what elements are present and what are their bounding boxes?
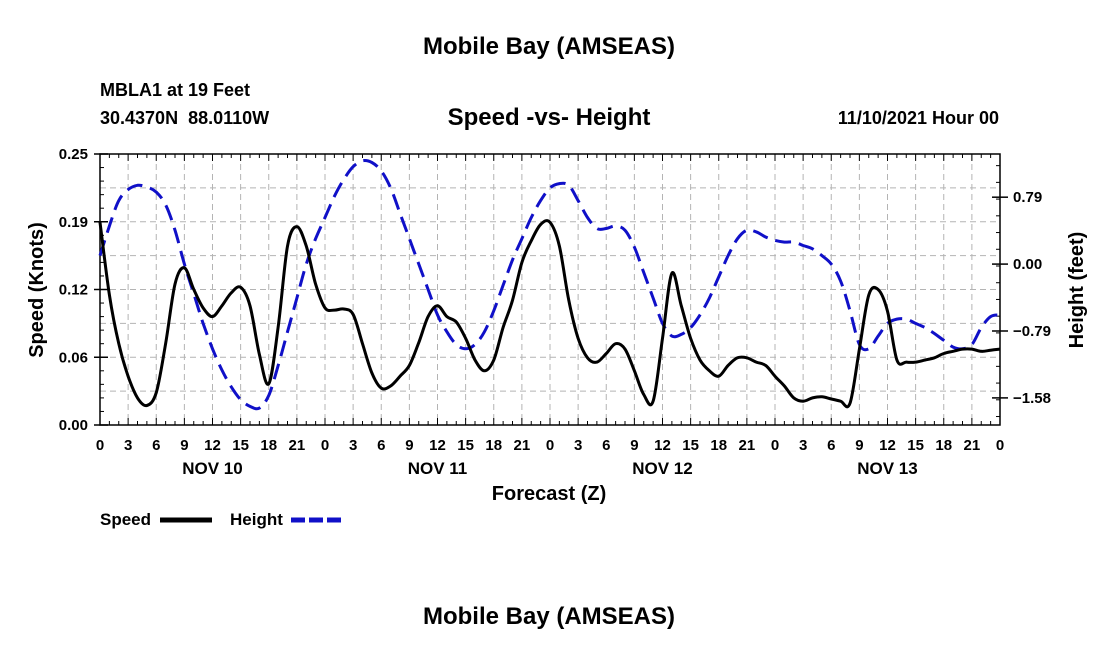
- x-tick-label: 9: [405, 437, 413, 454]
- station-name: MBLA1 at 19 Feet: [100, 80, 250, 100]
- y-axis-left-label: Speed (Knots): [26, 222, 48, 358]
- x-tick-label: 15: [232, 437, 249, 454]
- x-tick-label: 15: [682, 437, 699, 454]
- x-tick-label: 21: [514, 437, 531, 454]
- x-tick-label: 21: [964, 437, 981, 454]
- speed-series-line: [98, 219, 1001, 409]
- x-tick-label: 3: [349, 437, 357, 454]
- legend-height-label: Height: [230, 510, 283, 529]
- x-tick-label: 3: [799, 437, 807, 454]
- day-label: NOV 10: [182, 459, 242, 478]
- station-coords: 30.4370N 88.0110W: [100, 108, 269, 128]
- grid: [100, 154, 1000, 425]
- day-label: NOV 11: [408, 459, 468, 478]
- y-right-tick-label: 0.79: [1013, 189, 1042, 206]
- x-tick-label: 6: [827, 437, 835, 454]
- y-left-tick-label: 0.25: [59, 146, 88, 163]
- y-right-tick-label: −1.58: [1013, 390, 1051, 407]
- x-tick-label: 6: [377, 437, 385, 454]
- x-tick-label: 0: [321, 437, 329, 454]
- legend: Speed Height: [100, 510, 343, 529]
- x-tick-label: 12: [204, 437, 221, 454]
- x-tick-label: 0: [771, 437, 779, 454]
- y-left-tick-label: 0.12: [59, 282, 88, 299]
- x-tick-label: 15: [457, 437, 474, 454]
- x-tick-label: 18: [710, 437, 727, 454]
- x-tick-label: 9: [855, 437, 863, 454]
- day-label: NOV 13: [857, 459, 917, 478]
- x-tick-label: 9: [180, 437, 188, 454]
- x-tick-label: 21: [289, 437, 306, 454]
- chart-title: Speed -vs- Height: [448, 104, 651, 131]
- y-left-tick-label: 0.19: [59, 214, 88, 231]
- y-right-tick-label: 0.00: [1013, 256, 1042, 273]
- left-axis-ticks: 0.00 0.06 0.12 0.19 0.25: [59, 146, 108, 434]
- x-tick-label: 15: [907, 437, 924, 454]
- y-left-tick-label: 0.06: [59, 349, 88, 366]
- header-title: Mobile Bay (AMSEAS): [423, 33, 675, 60]
- y-axis-right-label: Height (feet): [1066, 232, 1088, 349]
- y-right-tick-label: −0.79: [1013, 323, 1051, 340]
- x-tick-label: 0: [96, 437, 104, 454]
- footer-title: Mobile Bay (AMSEAS): [423, 603, 675, 630]
- y-left-tick-label: 0.00: [59, 417, 88, 434]
- x-tick-label: 12: [429, 437, 446, 454]
- x-tick-label: 3: [574, 437, 582, 454]
- x-axis-ticks: 0 3 6 9 12 15 18 21 0 3 6 9 12 15 18 21 0 3 6 9 12 15 18 21 0 3 6 9…: [96, 437, 1004, 454]
- right-axis-ticks: 0.79 0.00 −0.79 −1.58: [992, 189, 1051, 407]
- x-tick-label: 12: [654, 437, 671, 454]
- x-tick-label: 21: [739, 437, 756, 454]
- x-tick-label: 3: [124, 437, 132, 454]
- x-tick-label: 6: [152, 437, 160, 454]
- legend-speed-label: Speed: [100, 510, 151, 529]
- x-tick-label: 0: [546, 437, 554, 454]
- x-tick-label: 18: [260, 437, 277, 454]
- x-tick-label: 12: [879, 437, 896, 454]
- x-tick-label: 18: [935, 437, 952, 454]
- x-axis-label: Forecast (Z): [492, 483, 606, 505]
- day-label: NOV 12: [632, 459, 692, 478]
- day-labels: NOV 10 NOV 11 NOV 12 NOV 13: [182, 459, 917, 478]
- x-tick-label: 0: [996, 437, 1004, 454]
- minor-ticks: [99, 153, 1001, 426]
- x-tick-label: 18: [485, 437, 502, 454]
- x-tick-label: 6: [602, 437, 610, 454]
- height-series-line: [98, 159, 1001, 411]
- x-tick-label: 9: [630, 437, 638, 454]
- forecast-datetime: 11/10/2021 Hour 00: [838, 108, 999, 128]
